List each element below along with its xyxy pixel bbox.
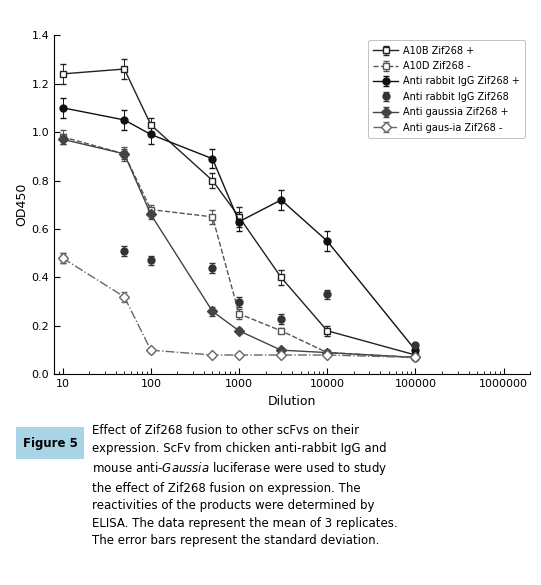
Text: Figure 5: Figure 5 <box>23 436 77 450</box>
X-axis label: Dilution: Dilution <box>268 395 316 408</box>
Legend: A10B Zif268 +, A10D Zif268 -, Anti rabbit IgG Zif268 +, Anti rabbit IgG Zif268, : A10B Zif268 +, A10D Zif268 -, Anti rabbi… <box>368 40 525 139</box>
Y-axis label: OD450: OD450 <box>16 183 29 226</box>
Text: Effect of Zif268 fusion to other scFvs on their
expression. ScFv from chicken an: Effect of Zif268 fusion to other scFvs o… <box>92 424 398 547</box>
